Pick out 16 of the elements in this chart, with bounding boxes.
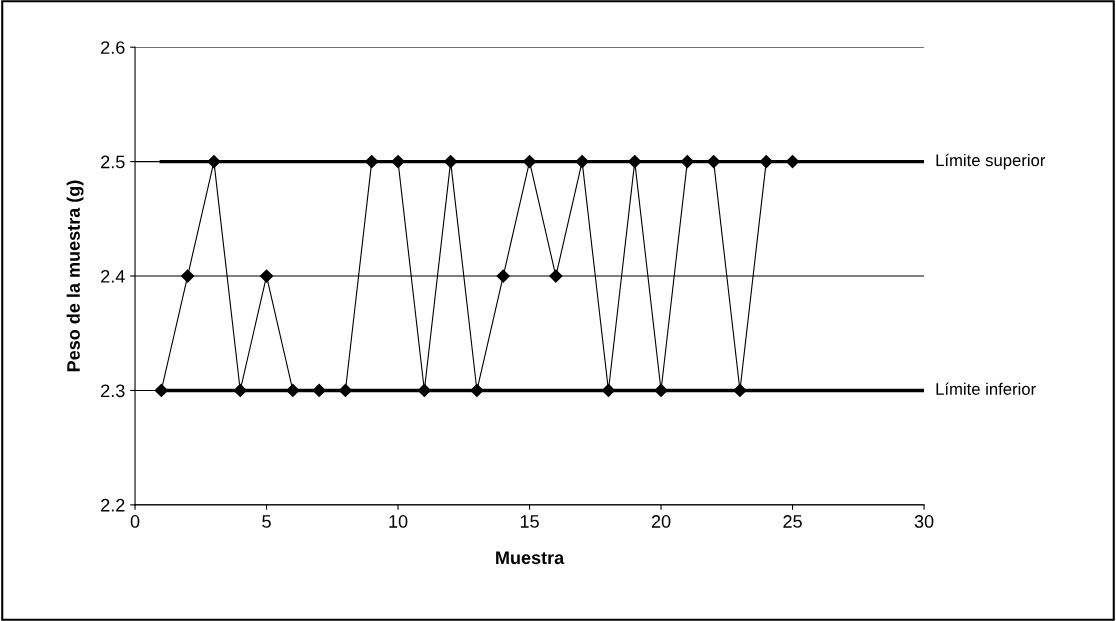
x-tick-label: 10 (389, 515, 408, 528)
y-tick-label: 2.4 (101, 269, 125, 283)
series-label: Límite superior (936, 153, 1046, 170)
x-tick-label: 30 (914, 515, 934, 528)
y-tick-label: 2.5 (101, 155, 125, 169)
y-tick-label: 2.2 (101, 498, 125, 512)
y-tick-label: 2.3 (101, 384, 125, 398)
x-tick-label: 25 (783, 515, 802, 528)
y-axis-title: Peso de la muestra (g) (66, 180, 84, 372)
y-tick-label: 2.6 (101, 41, 125, 54)
x-tick-label: 5 (262, 515, 271, 528)
x-tick-label: 20 (651, 515, 671, 528)
x-tick-label: 0 (130, 515, 140, 528)
series-label: Límite inferior (936, 382, 1036, 395)
x-tick-label: 15 (520, 515, 539, 528)
x-axis-title: Muestra (496, 551, 565, 565)
